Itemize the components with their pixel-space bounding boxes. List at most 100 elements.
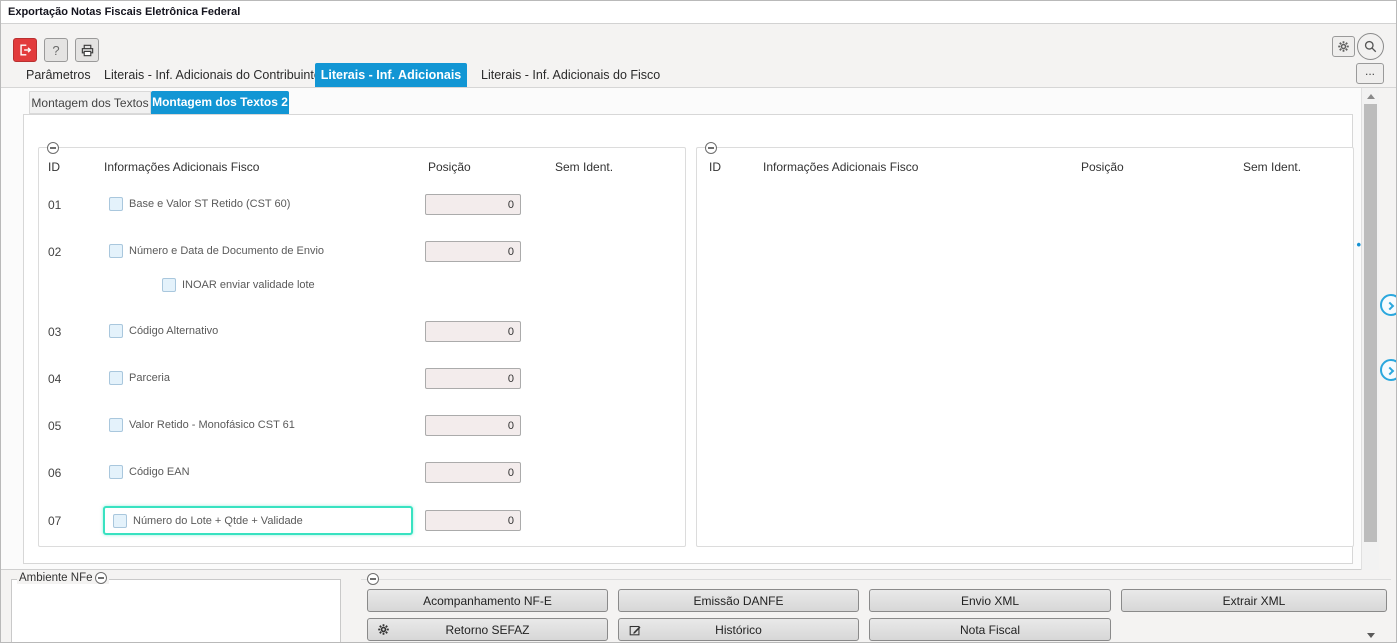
nota-fiscal-button[interactable]: Nota Fiscal [869, 618, 1111, 641]
row-id: 03 [48, 325, 62, 339]
posicao-input[interactable] [425, 241, 521, 262]
column-header-sem-ident: Sem Ident. [1243, 160, 1302, 174]
row-checkbox[interactable] [113, 513, 127, 528]
search-icon [1363, 39, 1378, 54]
row-label: Base e Valor ST Retido (CST 60) [129, 198, 291, 210]
button-label: Retorno SEFAZ [445, 622, 530, 637]
ambiente-nfe-label: Ambiente NFe [17, 572, 109, 584]
collapse-icon[interactable] [47, 142, 59, 154]
posicao-input[interactable] [425, 368, 521, 389]
collapse-icon[interactable] [705, 142, 717, 154]
button-label: Emissão DANFE [693, 593, 784, 608]
print-button[interactable] [75, 38, 99, 62]
row-checkbox[interactable] [109, 324, 123, 338]
vertical-scrollbar[interactable] [1361, 88, 1379, 570]
extrair-xml-button[interactable]: Extrair XML [1121, 589, 1387, 612]
chevron-icon [1385, 301, 1395, 311]
exit-button[interactable] [13, 38, 37, 62]
row-label: Valor Retido - Monofásico CST 61 [129, 419, 295, 431]
subtab-montagem-2[interactable]: Montagem dos Textos 2 [151, 91, 289, 114]
table-row: 04 Parceria [39, 368, 687, 390]
right-grid-groupbox: ID Informações Adicionais Fisco Posição … [696, 142, 1354, 547]
logout-icon [18, 43, 32, 57]
row-checkbox[interactable] [109, 371, 123, 385]
button-label: Envio XML [960, 593, 1020, 608]
collapse-icon[interactable] [367, 573, 379, 585]
scroll-down-icon[interactable] [1367, 633, 1375, 638]
table-row: 02 Número e Data de Documento de Envio [39, 241, 687, 263]
table-row: 03 Código Alternativo [39, 321, 687, 343]
settings-button[interactable] [1332, 36, 1355, 57]
column-header-id: ID [48, 160, 60, 174]
nav-circle-button[interactable] [1380, 359, 1396, 381]
row-id: 06 [48, 466, 62, 480]
tab-literais-produto[interactable]: Literais - Inf. Adicionais do Produto [315, 63, 467, 107]
more-button[interactable]: ... [1356, 63, 1384, 84]
tab-literais-contribuinte[interactable]: Literais - Inf. Adicionais do Contribuin… [104, 68, 321, 82]
help-icon: ? [52, 42, 60, 58]
collapse-icon[interactable] [94, 572, 107, 584]
posicao-input[interactable] [425, 415, 521, 436]
search-button[interactable] [1357, 33, 1384, 60]
scrollbar-thumb[interactable] [1364, 104, 1377, 542]
table-row: 07 Número do Lote + Qtde + Validade [39, 506, 687, 535]
edit-icon [628, 623, 642, 637]
tab-divider [1, 87, 1396, 88]
ellipsis-icon: ... [1364, 63, 1375, 78]
tab-parametros[interactable]: Parâmetros [26, 68, 91, 82]
main-content: Montagem dos Textos 1 Montagem dos Texto… [1, 88, 1368, 570]
sub-checkbox[interactable] [162, 278, 176, 292]
row-checkbox[interactable] [109, 465, 123, 479]
row-id: 02 [48, 245, 62, 259]
row-checkbox[interactable] [109, 197, 123, 211]
column-header-posicao: Posição [1081, 160, 1124, 174]
ambiente-nfe-groupbox [11, 579, 341, 642]
row-checkbox[interactable] [109, 418, 123, 432]
row-label: Código Alternativo [129, 325, 219, 337]
posicao-input[interactable] [425, 194, 521, 215]
gear-icon [1337, 40, 1350, 53]
acompanhamento-nfe-button[interactable]: Acompanhamento NF-E [367, 589, 608, 612]
column-header-info: Informações Adicionais Fisco [104, 160, 260, 174]
chevron-icon [1385, 366, 1395, 376]
envio-xml-button[interactable]: Envio XML [869, 589, 1111, 612]
row-id: 04 [48, 372, 62, 386]
printer-icon [80, 43, 95, 58]
column-header-posicao: Posição [428, 160, 471, 174]
tab-literais-fisco[interactable]: Literais - Inf. Adicionais do Fisco [481, 68, 661, 82]
row-label: Parceria [129, 372, 170, 384]
column-header-info: Informações Adicionais Fisco [763, 160, 919, 174]
sub-label: INOAR enviar validade lote [182, 279, 315, 291]
posicao-input[interactable] [425, 510, 521, 531]
nav-circle-button[interactable] [1380, 294, 1396, 316]
title-bar: Exportação Notas Fiscais Eletrônica Fede… [1, 1, 1396, 24]
page-title: Exportação Notas Fiscais Eletrônica Fede… [8, 6, 241, 18]
button-panel-border [361, 579, 1391, 580]
row-checkbox[interactable] [109, 244, 123, 258]
table-row: 06 Código EAN [39, 462, 687, 484]
row-label: Número do Lote + Qtde + Validade [133, 514, 303, 527]
row-label: Número e Data de Documento de Envio [129, 245, 325, 257]
focused-checkbox-field[interactable]: Número do Lote + Qtde + Validade [103, 506, 413, 535]
help-button[interactable]: ? [44, 38, 68, 62]
row-id: 05 [48, 419, 62, 433]
retorno-sefaz-button[interactable]: Retorno SEFAZ [367, 618, 608, 641]
emissao-danfe-button[interactable]: Emissão DANFE [618, 589, 859, 612]
ambiente-nfe-text: Ambiente NFe [19, 572, 93, 584]
posicao-input[interactable] [425, 321, 521, 342]
posicao-input[interactable] [425, 462, 521, 483]
historico-button[interactable]: Histórico [618, 618, 859, 641]
row-id: 07 [48, 514, 62, 528]
table-row: 01 Base e Valor ST Retido (CST 60) [39, 194, 687, 216]
button-label: Histórico [715, 622, 762, 637]
row-id: 01 [48, 198, 62, 212]
table-subrow: INOAR enviar validade lote [39, 275, 687, 297]
scroll-up-icon[interactable] [1364, 90, 1377, 102]
montagem-panel: ••• ID Informações Adicionais Fisco Posi… [23, 114, 1368, 564]
button-label: Nota Fiscal [959, 622, 1021, 637]
subtab-montagem-1[interactable]: Montagem dos Textos 1 [29, 91, 151, 133]
left-grid-groupbox: ID Informações Adicionais Fisco Posição … [38, 142, 687, 547]
table-row: 05 Valor Retido - Monofásico CST 61 [39, 415, 687, 437]
column-header-id: ID [709, 160, 721, 174]
